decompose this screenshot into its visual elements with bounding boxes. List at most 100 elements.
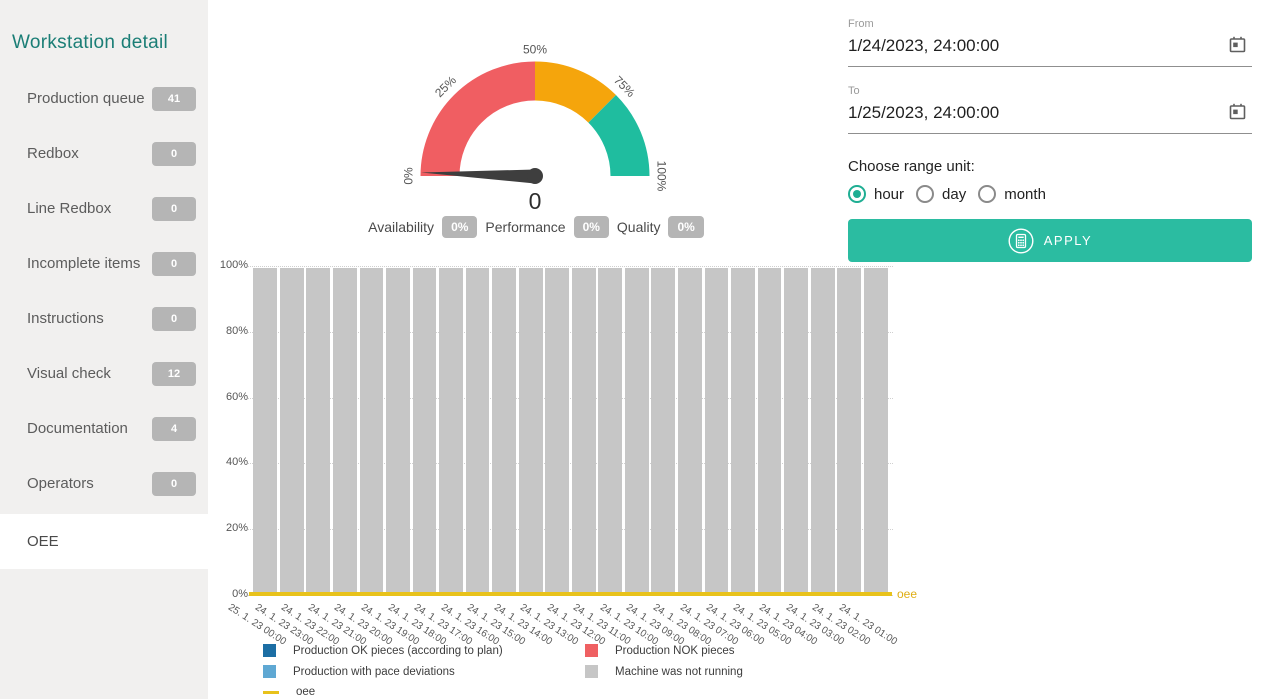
bar-machine-was-not-running (784, 268, 808, 593)
radio-icon[interactable] (848, 185, 866, 203)
sidebar-item-badge: 0 (152, 142, 196, 166)
radio-label: day (942, 185, 967, 203)
y-axis-tick-label: 40% (225, 456, 248, 469)
to-underline (848, 133, 1252, 134)
apply-button[interactable]: APPLY (848, 219, 1252, 262)
gridline (248, 463, 893, 465)
radio-label: month (1004, 185, 1046, 203)
radio-icon[interactable] (916, 185, 935, 203)
bar-machine-was-not-running (651, 268, 676, 593)
calendar-icon (1229, 36, 1245, 53)
oee-line (249, 592, 892, 596)
legend-swatch-icon (585, 665, 598, 678)
y-axis-tick-label: 0% (232, 588, 248, 600)
sidebar-item-label: Documentation (27, 420, 128, 437)
bar-machine-was-not-running (518, 268, 543, 593)
bar-machine-was-not-running (545, 268, 570, 593)
legend-swatch-icon (585, 644, 598, 657)
bar-machine-was-not-running (386, 268, 410, 593)
sidebar-item-line-redbox[interactable]: Line Redbox 0 (0, 184, 208, 234)
from-label: From (848, 18, 874, 30)
sidebar-item-redbox[interactable]: Redbox 0 (0, 129, 208, 179)
to-date-field: To 1/25/2023, 24:00:00 (848, 85, 1252, 134)
sidebar-item-badge: 0 (152, 252, 196, 276)
sidebar-item-label: Production queue (27, 90, 145, 107)
sidebar-item-operators[interactable]: Operators 0 (0, 459, 208, 509)
gridline (248, 397, 893, 399)
gauge-tick-label: 0% (402, 167, 416, 185)
bar-machine-was-not-running (492, 268, 517, 593)
radio-icon[interactable] (978, 185, 997, 203)
sidebar-item-badge: 0 (152, 472, 196, 496)
range-unit-label: Choose range unit: (848, 158, 975, 175)
legend-label: Production with pace deviations (293, 665, 455, 678)
gauge-segment (534, 61, 616, 124)
sidebar-item-badge: 41 (152, 87, 196, 111)
from-underline (848, 66, 1252, 67)
bar-machine-was-not-running (279, 268, 304, 593)
kpi-value-performance: 0% (573, 216, 609, 238)
sidebar-item-instructions[interactable]: Instructions 0 (0, 294, 208, 344)
sidebar-menu: Production queue 41 Redbox 0 Line Redbox 0 Inc… (0, 74, 208, 569)
legend-label: Machine was not running (615, 665, 743, 678)
radio-label: hour (874, 185, 905, 203)
legend-swatch-icon (263, 665, 276, 678)
sidebar-item-oee[interactable]: OEE (0, 514, 208, 569)
kpi-label-quality: Quality (616, 219, 661, 235)
range-unit-radios: hour day month (848, 185, 1252, 203)
kpi-label-availability: Availability (368, 219, 435, 235)
legend-label: oee (296, 686, 316, 698)
legend-swatch-icon (263, 690, 279, 694)
bar-machine-was-not-running (837, 268, 862, 593)
sidebar-item-label: Operators (27, 475, 94, 492)
filter-panel: From 1/24/2023, 24:00:00 To 1/25/2023, 2… (848, 0, 1252, 262)
from-value[interactable]: 1/24/2023, 24:00:00 (848, 36, 1000, 55)
bar-machine-was-not-running (731, 268, 755, 593)
range-unit-radio-day[interactable]: day (916, 185, 966, 203)
legend-item-production-nok-pieces: Production NOK pieces (585, 644, 735, 657)
bar-machine-was-not-running (359, 268, 384, 593)
sidebar-item-label: Instructions (27, 310, 104, 327)
gauge-segment (420, 61, 536, 177)
kpi-value-availability: 0% (442, 216, 478, 238)
bar-machine-was-not-running (465, 268, 490, 593)
bar-machine-was-not-running (678, 268, 702, 593)
sidebar-item-badge: 4 (152, 417, 196, 441)
sidebar: Workstation detail Production queue 41 Red… (0, 0, 208, 699)
gauge-needle (421, 168, 543, 184)
to-label: To (848, 85, 860, 97)
y-axis-tick-label: 60% (225, 390, 248, 403)
bar-machine-was-not-running (332, 268, 357, 593)
gauge-arcs (420, 61, 650, 177)
kpi-value-quality: 0% (668, 216, 704, 238)
sidebar-item-incomplete-items[interactable]: Incomplete items 0 (0, 239, 208, 289)
sidebar-item-badge: 0 (152, 307, 196, 331)
to-value[interactable]: 1/25/2023, 24:00:00 (848, 103, 1000, 122)
y-axis-tick-label: 100% (219, 259, 248, 271)
to-calendar-button[interactable] (1228, 103, 1246, 121)
bar-machine-was-not-running (757, 268, 782, 593)
bar-machine-was-not-running (810, 268, 835, 593)
gauge-tick-label: 100% (655, 161, 669, 192)
y-axis-tick-label: 80% (225, 324, 248, 337)
range-unit-radio-hour[interactable]: hour (848, 185, 904, 203)
sidebar-item-visual-check[interactable]: Visual check 12 (0, 349, 208, 399)
from-calendar-button[interactable] (1228, 36, 1246, 54)
calculator-icon (1008, 227, 1034, 254)
gauge-value: 0 (528, 188, 542, 214)
kpi-label-performance: Performance (485, 219, 566, 235)
legend-item-production-with-pace-deviations: Production with pace deviations (263, 665, 455, 678)
bar-machine-was-not-running (598, 268, 623, 593)
legend-swatch-icon (263, 644, 276, 657)
sidebar-item-documentation[interactable]: Documentation 4 (0, 404, 208, 454)
bar-machine-was-not-running (412, 268, 437, 593)
range-unit-radio-month[interactable]: month (978, 185, 1046, 203)
kpi-row: Availability 0% Performance 0% Quality 0% (346, 216, 726, 238)
sidebar-item-label: Redbox (27, 145, 79, 162)
gauge-tick-label: 50% (523, 43, 547, 57)
oee-gauge: 0%25%50%75%100% (402, 43, 669, 192)
legend-item-production-ok-pieces-according-to-plan: Production OK pieces (according to plan) (263, 644, 503, 657)
gridline (248, 331, 893, 333)
bar-machine-was-not-running (624, 268, 649, 593)
sidebar-item-production-queue[interactable]: Production queue 41 (0, 74, 208, 124)
